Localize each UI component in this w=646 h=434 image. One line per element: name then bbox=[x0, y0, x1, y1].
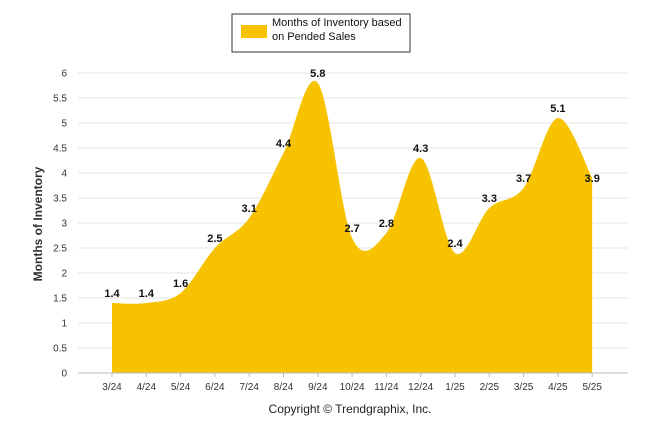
y-tick-label: 0 bbox=[61, 369, 67, 380]
data-label: 2.7 bbox=[344, 223, 359, 235]
x-tick-label: 5/25 bbox=[582, 382, 602, 393]
plot-area bbox=[112, 80, 593, 373]
y-tick-label: 4.5 bbox=[53, 144, 67, 155]
y-tick-label: 3 bbox=[61, 219, 67, 230]
legend: Months of Inventory based on Pended Sale… bbox=[231, 13, 411, 53]
x-tick-label: 3/25 bbox=[514, 382, 534, 393]
data-label: 5.8 bbox=[310, 68, 325, 80]
legend-line-1: Months of Inventory based bbox=[272, 17, 402, 29]
y-tick-label: 4 bbox=[61, 169, 67, 180]
y-tick-label: 1 bbox=[61, 319, 67, 330]
data-label: 1.4 bbox=[104, 288, 120, 300]
x-tick-label: 2/25 bbox=[480, 382, 500, 393]
y-axis-ticks: 0 0.5 1 1.5 2 2.5 3 3.5 4 4.5 5 5.5 6 bbox=[53, 69, 67, 380]
x-tick-label: 11/24 bbox=[374, 382, 399, 393]
x-tick-label: 9/24 bbox=[308, 382, 328, 393]
x-tick-label: 1/25 bbox=[445, 382, 465, 393]
legend-swatch bbox=[241, 25, 267, 38]
data-label: 4.4 bbox=[276, 138, 292, 150]
y-tick-label: 3.5 bbox=[53, 194, 67, 205]
x-axis-ticks: 3/24 4/24 5/24 6/24 7/24 8/24 9/24 10/24 11/24 12… bbox=[102, 373, 602, 393]
data-label: 2.5 bbox=[207, 233, 222, 245]
data-label: 3.1 bbox=[242, 203, 257, 215]
data-label: 5.1 bbox=[550, 103, 565, 115]
data-label: 3.9 bbox=[585, 173, 600, 185]
y-tick-label: 5.5 bbox=[53, 94, 67, 105]
data-label: 2.4 bbox=[447, 238, 463, 250]
y-tick-label: 5 bbox=[61, 119, 67, 130]
data-label: 1.4 bbox=[139, 288, 155, 300]
legend-line-2: on Pended Sales bbox=[272, 31, 356, 43]
series-area bbox=[112, 80, 593, 373]
x-tick-label: 10/24 bbox=[340, 382, 365, 393]
y-tick-label: 0.5 bbox=[53, 344, 67, 355]
x-tick-label: 12/24 bbox=[408, 382, 433, 393]
x-tick-label: 4/25 bbox=[548, 382, 568, 393]
data-label: 3.3 bbox=[482, 193, 497, 205]
data-label: 4.3 bbox=[413, 143, 428, 155]
copyright-footer: Copyright © Trendgraphix, Inc. bbox=[269, 402, 432, 416]
data-label: 1.6 bbox=[173, 278, 188, 290]
x-tick-label: 5/24 bbox=[171, 382, 191, 393]
x-tick-label: 6/24 bbox=[205, 382, 225, 393]
y-tick-label: 6 bbox=[61, 69, 67, 80]
x-tick-label: 3/24 bbox=[102, 382, 122, 393]
x-tick-label: 4/24 bbox=[137, 382, 157, 393]
x-tick-label: 8/24 bbox=[274, 382, 294, 393]
y-tick-label: 2.5 bbox=[53, 244, 67, 255]
data-labels: 1.4 1.4 1.6 2.5 3.1 4.4 5.8 2.7 2.8 4.3 2.4 3.3 3.7 5… bbox=[104, 68, 599, 300]
data-label: 3.7 bbox=[516, 173, 531, 185]
y-tick-label: 1.5 bbox=[53, 294, 67, 305]
x-tick-label: 7/24 bbox=[239, 382, 259, 393]
data-label: 2.8 bbox=[379, 218, 394, 230]
y-axis-label: Months of Inventory bbox=[31, 166, 45, 281]
y-tick-label: 2 bbox=[61, 269, 67, 280]
